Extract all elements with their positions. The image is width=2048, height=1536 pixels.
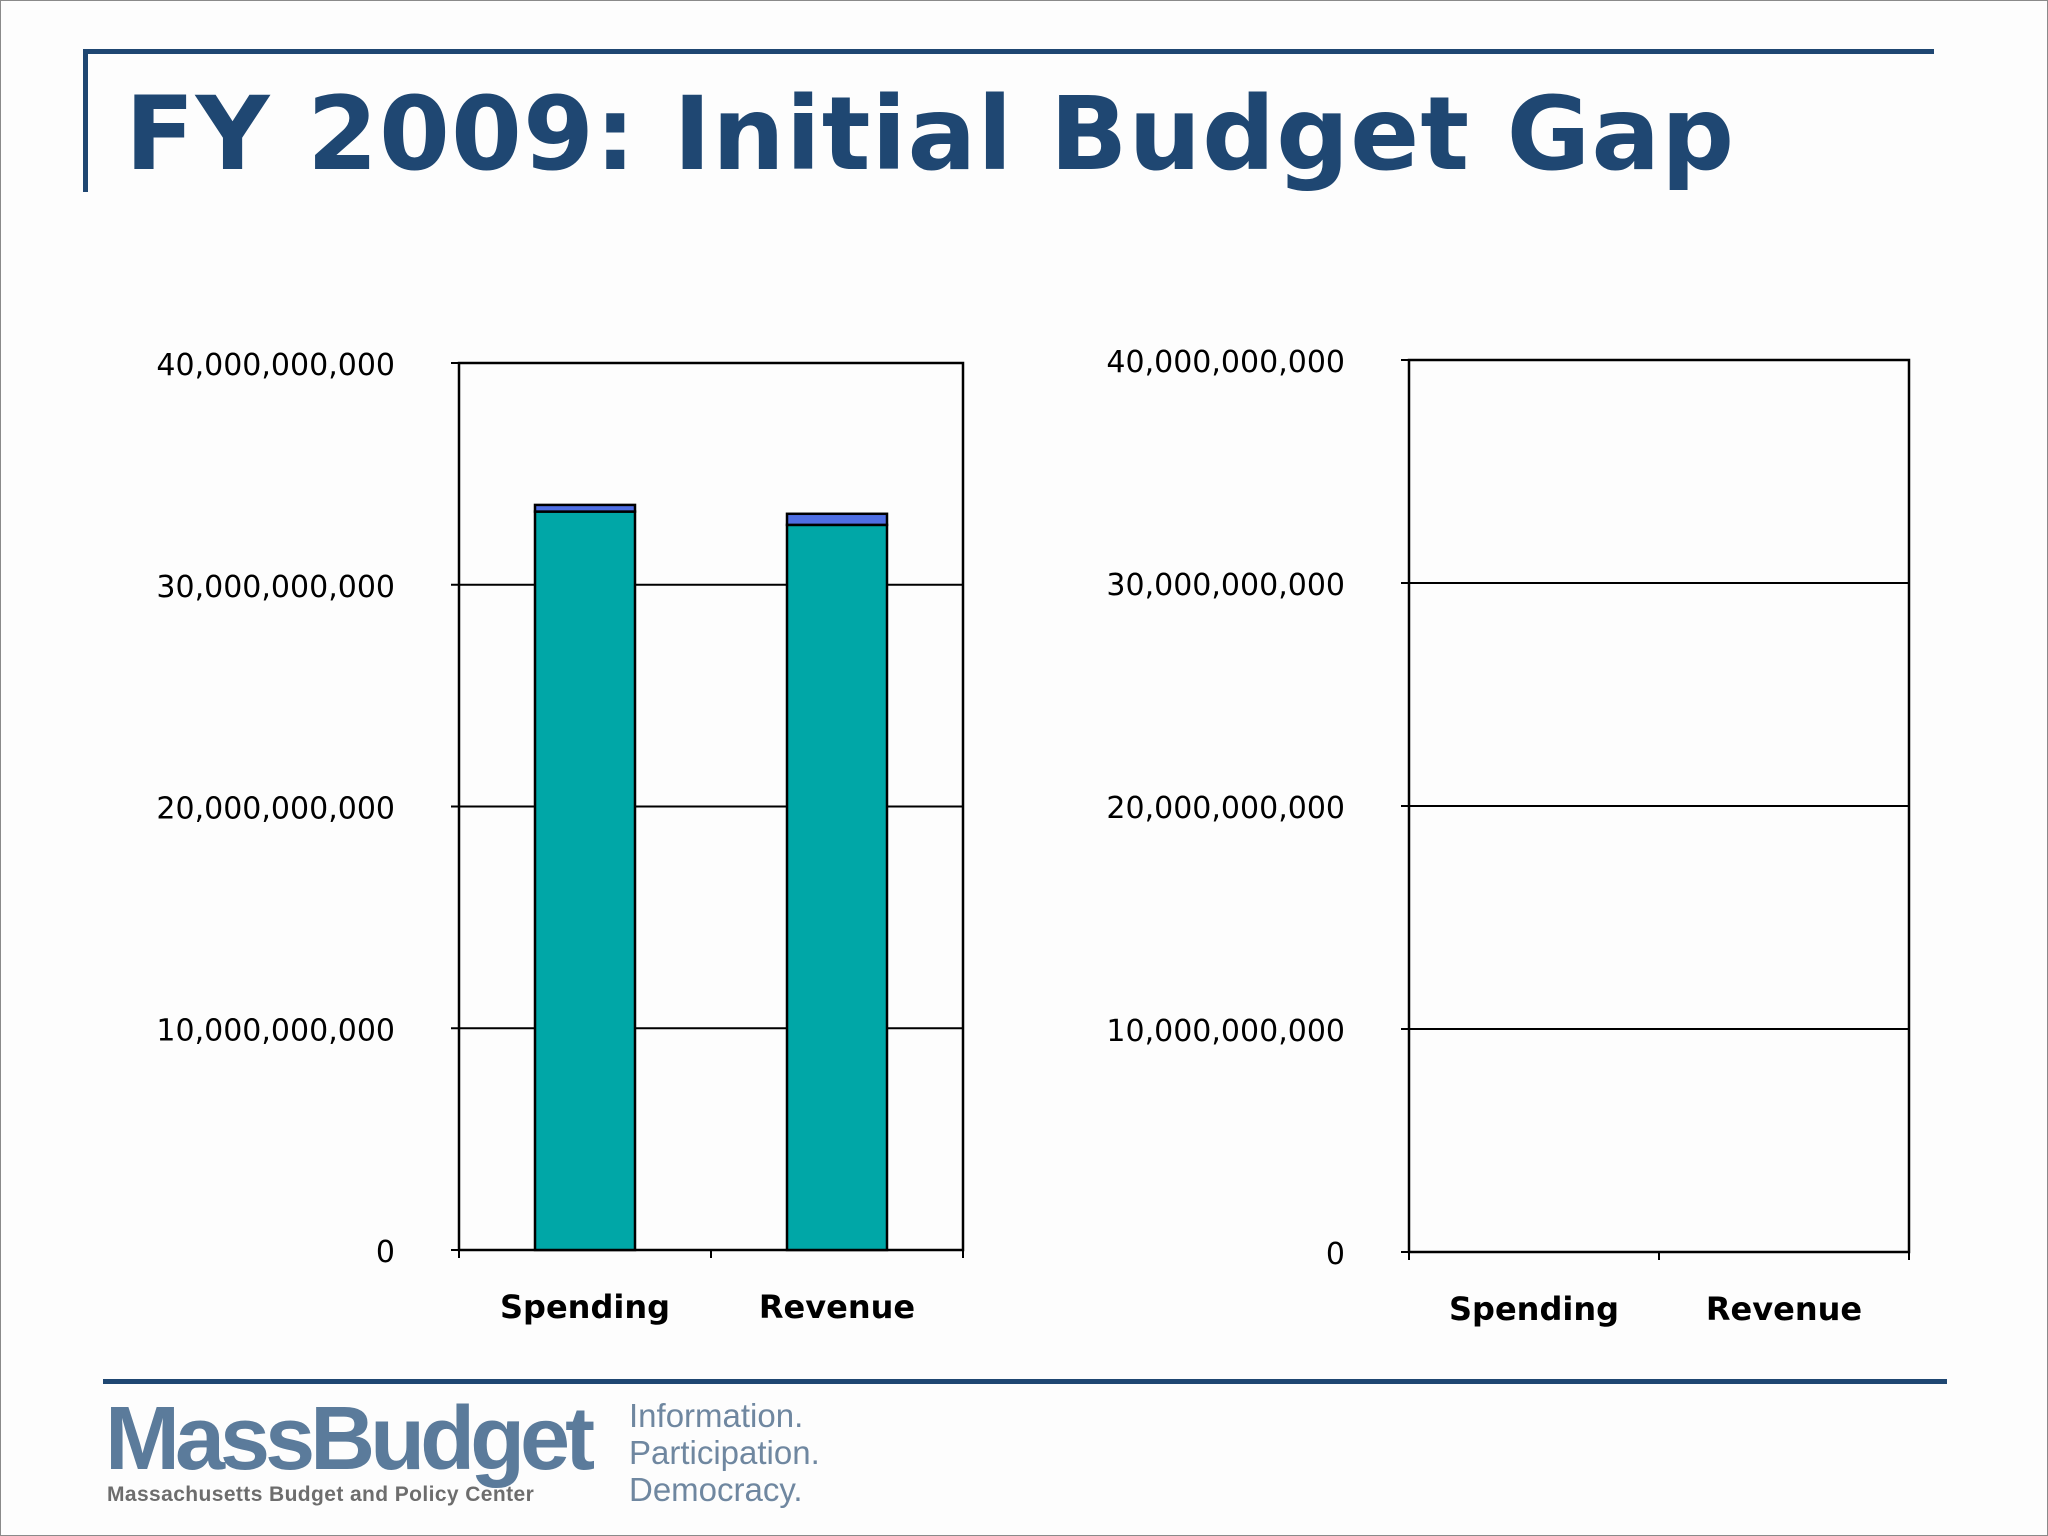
y-tick-label: 10,000,000,000 <box>1106 1014 1345 1049</box>
bar-segment <box>533 503 637 513</box>
massbudget-logo: MassBudget <box>105 1389 595 1489</box>
title-frame <box>83 49 1934 192</box>
x-tick-label: Spending <box>500 1288 670 1326</box>
y-tick-label: 0 <box>1326 1237 1345 1272</box>
y-tick-label: 0 <box>376 1235 395 1270</box>
y-tick-label: 30,000,000,000 <box>1106 568 1345 603</box>
footer-rule <box>103 1379 1947 1384</box>
logo-subtitle: Massachusetts Budget and Policy Center <box>107 1483 535 1506</box>
bar-segment <box>785 512 889 527</box>
x-tick-label: Revenue <box>759 1288 915 1326</box>
y-tick-label: 20,000,000,000 <box>156 792 395 827</box>
bar-segment <box>785 523 889 1252</box>
slide-title: FY 2009: Initial Budget Gap <box>125 75 1736 194</box>
tagline-line: Participation. <box>629 1434 820 1471</box>
x-tick-label: Revenue <box>1706 1290 1862 1328</box>
tagline-line: Information. <box>629 1397 804 1434</box>
x-tick-label: Spending <box>1449 1290 1619 1328</box>
y-tick-label: 20,000,000,000 <box>1106 791 1345 826</box>
y-tick-label: 40,000,000,000 <box>156 348 395 383</box>
tagline-line: Democracy. <box>629 1471 803 1508</box>
tagline: Information. Participation. Democracy. <box>629 1397 820 1508</box>
y-tick-label: 30,000,000,000 <box>156 570 395 605</box>
y-tick-label: 40,000,000,000 <box>1106 345 1345 380</box>
y-tick-label: 10,000,000,000 <box>156 1013 395 1048</box>
